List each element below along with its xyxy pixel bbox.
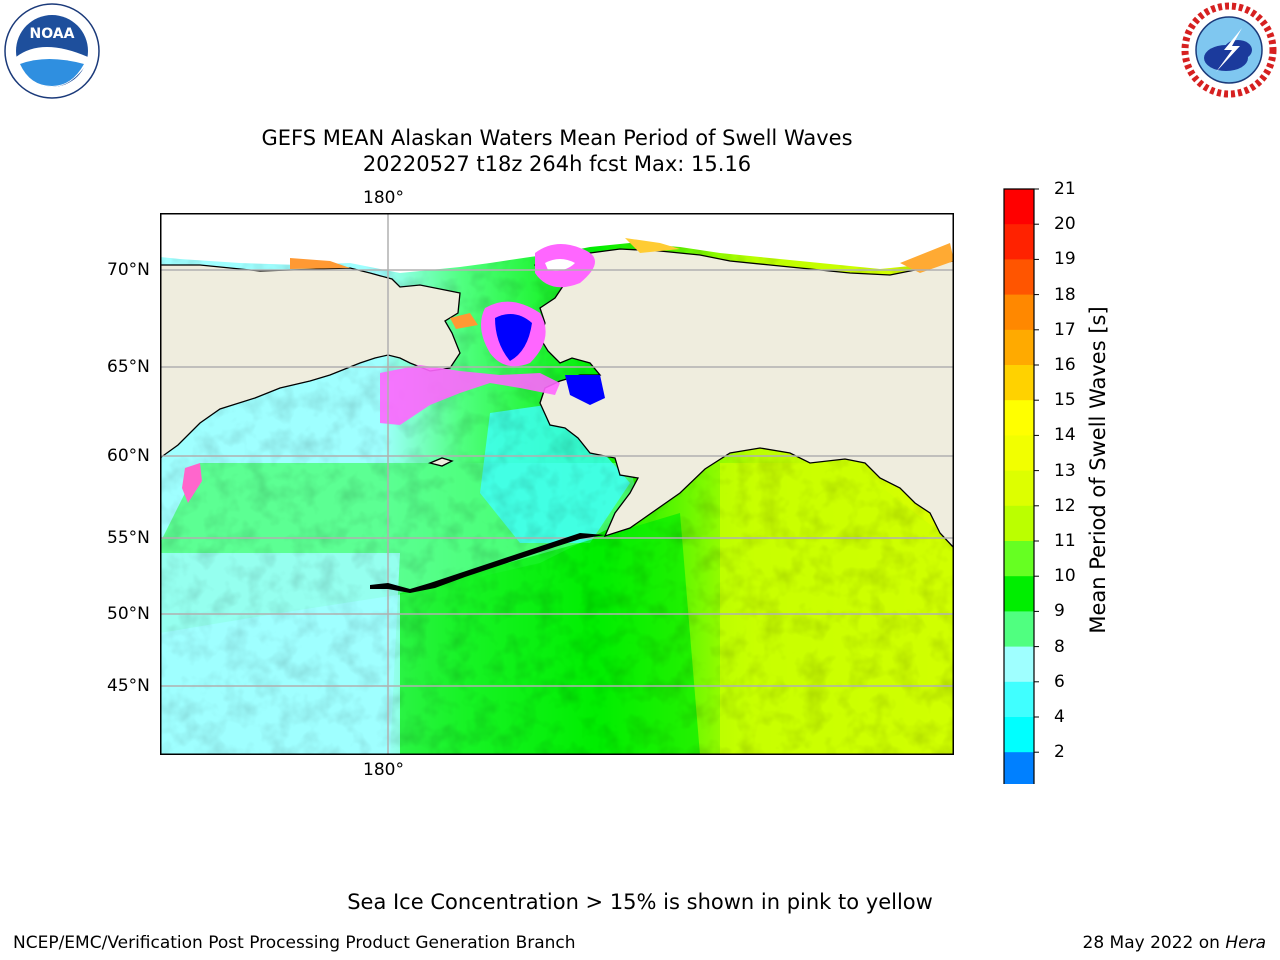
lat-label-70: 70°N bbox=[107, 260, 150, 280]
colorbar-box bbox=[1004, 505, 1034, 542]
colorbar-box bbox=[1004, 541, 1034, 577]
colorbar-tick-label: 12 bbox=[1054, 495, 1076, 516]
date-text: 28 May 2022 on bbox=[1082, 933, 1226, 953]
nws-logo bbox=[1181, 2, 1277, 98]
colorbar-label: Mean Period of Swell Waves [s] bbox=[1086, 306, 1110, 634]
colorbar-tick-label: 4 bbox=[1054, 707, 1065, 727]
colorbar-tick-label: 14 bbox=[1054, 425, 1076, 446]
colorbar-box bbox=[1004, 470, 1034, 507]
colorbar-tick-label: 10 bbox=[1054, 566, 1076, 587]
colorbar-tick-label: 18 bbox=[1054, 284, 1076, 305]
colorbar-tick-label: 6 bbox=[1054, 671, 1065, 692]
map-border bbox=[160, 213, 954, 755]
colorbar-box bbox=[1004, 611, 1034, 648]
colorbar-box bbox=[1004, 329, 1034, 366]
machine-name: Hera bbox=[1225, 933, 1266, 953]
colorbar bbox=[1003, 188, 1039, 784]
colorbar-tick-label: 17 bbox=[1054, 319, 1076, 340]
colorbar-box bbox=[1004, 717, 1034, 753]
colorbar-box bbox=[1004, 400, 1034, 436]
colorbar-tick-label: 8 bbox=[1054, 636, 1065, 657]
colorbar-box bbox=[1004, 435, 1034, 472]
colorbar-tick-label: 16 bbox=[1054, 355, 1076, 375]
map-panel bbox=[160, 213, 954, 755]
colorbar-tick-label: 9 bbox=[1054, 601, 1065, 622]
lat-label-45: 45°N bbox=[107, 676, 150, 696]
arctic-ocean bbox=[160, 213, 954, 273]
colorbar-tick-label: 2 bbox=[1054, 742, 1065, 763]
chart-title: GEFS MEAN Alaskan Waters Mean Period of … bbox=[261, 126, 853, 150]
colorbar-box bbox=[1004, 259, 1034, 296]
colorbar-box bbox=[1004, 646, 1034, 683]
colorbar-tick-label: 20 bbox=[1054, 214, 1076, 235]
colorbar-box bbox=[1004, 189, 1034, 225]
colorbar-box bbox=[1004, 752, 1034, 784]
chart-subtitle: 20220527 t18z 264h fcst Max: 15.16 bbox=[362, 152, 752, 176]
lat-label-65: 65°N bbox=[107, 357, 150, 377]
colorbar-tick-label: 15 bbox=[1054, 390, 1076, 411]
colorbar-box bbox=[1004, 681, 1034, 718]
lat-label-50: 50°N bbox=[107, 604, 150, 624]
svg-text:NOAA: NOAA bbox=[30, 26, 75, 42]
colorbar-tick-label: 13 bbox=[1054, 460, 1076, 481]
noaa-logo: NOAA bbox=[4, 3, 100, 99]
colorbar-box bbox=[1004, 365, 1034, 401]
sea-ice bbox=[182, 238, 954, 503]
colorbar-tick-label: 21 bbox=[1054, 179, 1076, 199]
colorbar-tick-label: 11 bbox=[1054, 531, 1076, 551]
colorbar-box bbox=[1004, 294, 1034, 331]
lat-label-55: 55°N bbox=[107, 528, 150, 548]
credit-line: NCEP/EMC/Verification Post Processing Pr… bbox=[13, 933, 576, 953]
graticule bbox=[160, 213, 954, 755]
colorbar-box bbox=[1004, 224, 1034, 260]
colorbar-tick-label: 19 bbox=[1054, 249, 1076, 270]
land bbox=[160, 213, 954, 549]
colorbar-outline bbox=[1003, 188, 1035, 784]
colorbar-box bbox=[1004, 576, 1034, 612]
date-line: 28 May 2022 on Hera bbox=[1083, 933, 1267, 953]
top-lon-label: 180° bbox=[363, 188, 404, 208]
aleutian-islands bbox=[370, 533, 605, 593]
bottom-lon-label: 180° bbox=[363, 760, 404, 780]
lat-label-60: 60°N bbox=[107, 446, 150, 466]
sea-ice-footnote: Sea Ice Concentration > 15% is shown in … bbox=[347, 890, 933, 914]
